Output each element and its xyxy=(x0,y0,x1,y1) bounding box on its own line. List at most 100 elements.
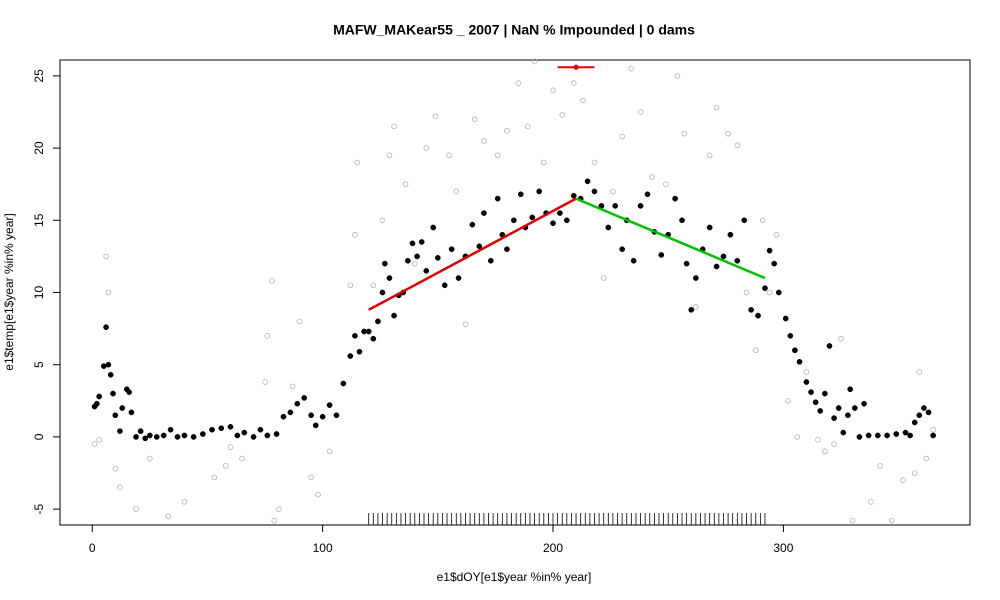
point xyxy=(515,80,522,86)
point xyxy=(838,335,844,342)
point xyxy=(146,432,153,439)
point xyxy=(160,432,167,439)
point xyxy=(840,429,847,436)
point xyxy=(911,470,918,476)
point xyxy=(591,188,598,195)
point xyxy=(557,210,563,216)
point xyxy=(874,432,881,439)
point xyxy=(672,195,678,202)
point xyxy=(706,152,713,159)
point xyxy=(865,432,872,439)
point xyxy=(287,409,294,416)
point xyxy=(900,477,906,484)
point xyxy=(455,275,462,281)
point xyxy=(423,267,430,274)
point xyxy=(785,398,791,404)
point xyxy=(174,434,181,440)
point xyxy=(916,369,923,375)
point xyxy=(262,379,268,385)
point xyxy=(128,409,135,416)
point xyxy=(402,181,409,187)
point xyxy=(481,138,487,144)
point xyxy=(239,455,245,462)
point xyxy=(720,253,727,260)
point xyxy=(448,246,455,253)
point xyxy=(591,159,598,166)
point xyxy=(637,203,644,209)
point xyxy=(748,306,754,313)
point xyxy=(902,429,909,436)
point xyxy=(835,405,842,411)
point xyxy=(326,448,333,455)
point xyxy=(112,412,119,419)
point xyxy=(142,435,149,442)
x-axis-label: e1$dOY[e1$year %in% year] xyxy=(437,570,592,584)
point xyxy=(276,506,282,512)
point xyxy=(610,188,616,195)
point xyxy=(831,415,837,421)
point xyxy=(907,432,913,439)
point xyxy=(693,304,699,310)
y-tick-label: 20 xyxy=(32,141,46,155)
point xyxy=(273,431,280,437)
point xyxy=(550,220,556,227)
x-tick-label: 0 xyxy=(89,541,96,555)
point xyxy=(354,159,360,166)
point xyxy=(766,247,773,254)
point xyxy=(815,436,821,443)
point xyxy=(826,343,833,349)
point xyxy=(487,257,494,264)
trend-line xyxy=(575,197,766,280)
point xyxy=(386,152,393,159)
point xyxy=(845,412,851,419)
point xyxy=(524,123,531,130)
point xyxy=(630,257,637,264)
point xyxy=(494,195,501,202)
point xyxy=(930,432,936,439)
point xyxy=(494,152,501,159)
point xyxy=(409,240,416,247)
point xyxy=(531,58,538,65)
point xyxy=(688,306,695,313)
point xyxy=(856,434,863,440)
point xyxy=(812,399,819,406)
point xyxy=(110,390,116,397)
x-tick-label: 200 xyxy=(543,541,563,555)
point xyxy=(692,275,699,281)
point xyxy=(734,257,741,264)
point xyxy=(181,432,188,439)
x-tick-label: 100 xyxy=(313,541,333,555)
point xyxy=(430,224,437,231)
point xyxy=(319,413,326,420)
point xyxy=(119,405,126,411)
point xyxy=(792,347,798,354)
point xyxy=(893,431,900,437)
point xyxy=(370,282,377,289)
point xyxy=(580,97,586,104)
point xyxy=(766,289,773,296)
point xyxy=(190,434,197,440)
point xyxy=(133,434,139,440)
point xyxy=(510,217,517,224)
point xyxy=(476,243,483,250)
point xyxy=(209,426,215,433)
point xyxy=(315,491,321,498)
point xyxy=(103,324,109,331)
y-tick-label: 25 xyxy=(32,69,46,83)
point xyxy=(356,348,363,355)
point xyxy=(379,217,386,224)
point xyxy=(536,188,543,195)
point xyxy=(117,428,123,434)
point xyxy=(453,188,460,195)
point xyxy=(775,289,782,296)
point xyxy=(296,318,303,325)
point xyxy=(117,484,123,491)
point xyxy=(301,395,308,401)
point xyxy=(550,87,556,94)
point xyxy=(822,390,828,397)
point xyxy=(333,412,340,419)
point xyxy=(851,405,858,411)
point xyxy=(411,260,418,267)
